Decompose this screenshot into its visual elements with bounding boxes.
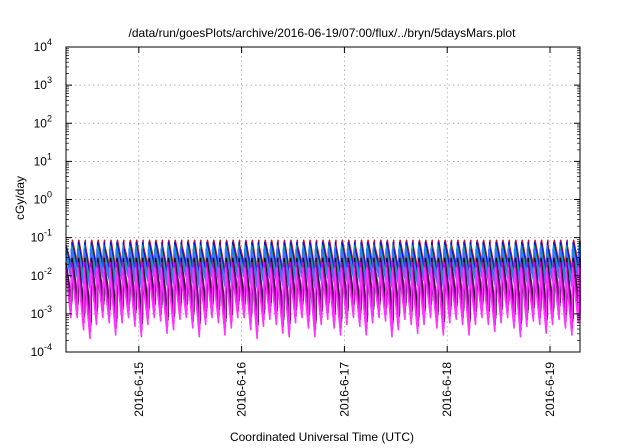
x-tick-label: 2016-6-16 <box>235 362 249 417</box>
y-tick-label: 10-4 <box>31 342 52 359</box>
series-line <box>65 248 581 289</box>
y-tick-label: 101 <box>34 151 52 168</box>
y-axis-label: cGy/day <box>13 176 27 220</box>
chart-title: /data/run/goesPlots/archive/2016-06-19/0… <box>129 26 517 40</box>
y-tick-label: 102 <box>34 113 52 130</box>
x-tick-label: 2016-6-19 <box>543 362 557 417</box>
x-ticks: 2016-6-15 2016-6-16 2016-6-17 2016-6-18 2016… <box>132 47 557 417</box>
x-tick-label: 2016-6-18 <box>440 362 454 417</box>
y-tick-label: 10-2 <box>31 266 52 283</box>
y-tick-label: 100 <box>34 190 52 207</box>
y-tick-label: 10-3 <box>31 304 52 321</box>
series-line <box>65 267 581 340</box>
x-tick-label: 2016-6-15 <box>132 362 146 417</box>
y-tick-label: 104 <box>34 37 52 54</box>
series-group <box>65 239 581 340</box>
y-tick-label: 10-1 <box>31 228 52 245</box>
x-axis-label: Coordinated Universal Time (UTC) <box>230 430 414 444</box>
x-tick-label: 2016-6-17 <box>337 362 351 417</box>
y-ticks: 10-4 10-3 10-2 10-1 100 101 102 103 104 <box>31 37 580 359</box>
y-tick-label: 103 <box>34 75 52 92</box>
